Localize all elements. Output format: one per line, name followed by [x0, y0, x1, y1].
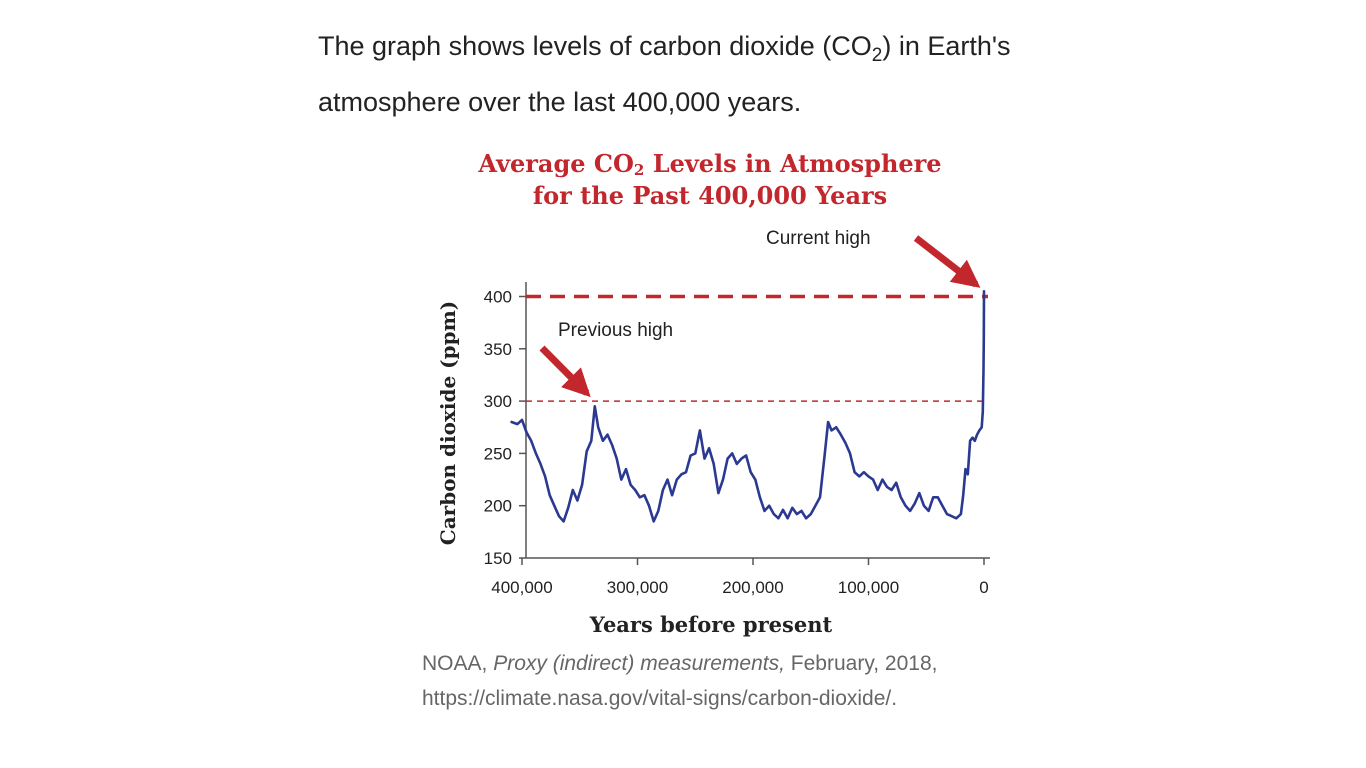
chart-title-subscript: 2	[633, 161, 645, 179]
y-tick-label: 150	[484, 549, 512, 568]
x-tick-label: 100,000	[838, 578, 899, 597]
x-axis-title: Years before present	[589, 612, 833, 637]
intro-subscript: 2	[871, 45, 883, 66]
x-tick-label: 400,000	[491, 578, 552, 597]
y-tick-label: 400	[484, 288, 512, 307]
source-prefix: NOAA,	[422, 652, 494, 675]
chart-title-line2: for the Past 400,000 Years	[532, 181, 888, 210]
source-url: https://climate.nasa.gov/vital-signs/car…	[422, 687, 898, 710]
previous-high-arrow	[539, 345, 591, 398]
y-tick-label: 200	[484, 497, 512, 516]
x-tick-label: 200,000	[722, 578, 783, 597]
source-citation: NOAA, Proxy (indirect) measurements, Feb…	[422, 646, 1062, 716]
y-tick-label: 350	[484, 340, 512, 359]
current-high-label: Current high	[766, 228, 871, 249]
co2-series-line	[510, 290, 986, 523]
source-italic-title: Proxy (indirect) measurements,	[493, 652, 785, 675]
y-tick-label: 250	[484, 444, 512, 463]
series-layer	[510, 290, 986, 523]
reference-lines-layer	[526, 294, 988, 402]
previous-high-label: Previous high	[558, 320, 673, 341]
intro-text-after: ) in Earth's atmosphere over the last 40…	[318, 31, 1011, 117]
axes-layer: 400 350 300 250 200 150 400,000 300,000 200,000 1…	[436, 282, 990, 637]
chart-title: Average CO2 Levels in Atmosphere for the …	[410, 148, 1010, 212]
annotations-layer: Current high Previous high	[539, 228, 981, 398]
intro-paragraph: The graph shows levels of carbon dioxide…	[318, 18, 1138, 130]
current-high-arrow	[913, 235, 981, 288]
y-tick-label: 300	[484, 392, 512, 411]
y-axis-title: Carbon dioxide (ppm)	[436, 301, 460, 545]
intro-text-before: The graph shows levels of carbon dioxide…	[318, 31, 872, 61]
chart-title-line1-after: Levels in Atmosphere	[644, 149, 942, 178]
x-tick-label: 300,000	[607, 578, 668, 597]
x-tick-label: 0	[979, 578, 988, 597]
source-date: February, 2018,	[784, 652, 938, 675]
chart-title-line1-before: Average CO	[478, 149, 634, 178]
